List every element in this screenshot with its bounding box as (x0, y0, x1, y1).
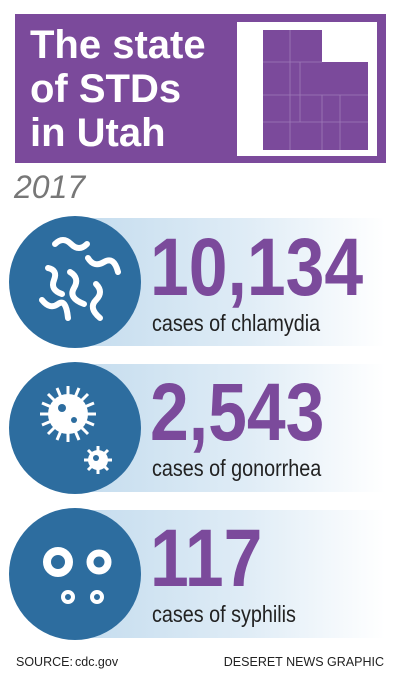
source: cdc.gov (75, 655, 119, 669)
icon-circle (9, 508, 141, 640)
chlamydia-icon (39, 237, 121, 321)
stat-label: cases of gonorrhea (152, 456, 321, 482)
stat-label: cases of syphilis (152, 602, 296, 628)
stat-number: 117 (150, 513, 262, 605)
title-line: of STDs (30, 67, 181, 111)
stat-number: 2,543 (150, 367, 324, 459)
title-line: in Utah (30, 111, 166, 155)
stat-number: 10,134 (150, 222, 363, 314)
stat-label: cases of chlamydia (152, 311, 320, 337)
gonorrhea-icon (40, 386, 112, 474)
source-label: SOURCE: (16, 655, 73, 669)
title-line: The state (30, 23, 206, 67)
syphilis-icon (43, 547, 112, 604)
credit: DESERET NEWS GRAPHIC (224, 655, 384, 669)
utah-map (263, 30, 368, 150)
year: 2017 (13, 169, 86, 205)
